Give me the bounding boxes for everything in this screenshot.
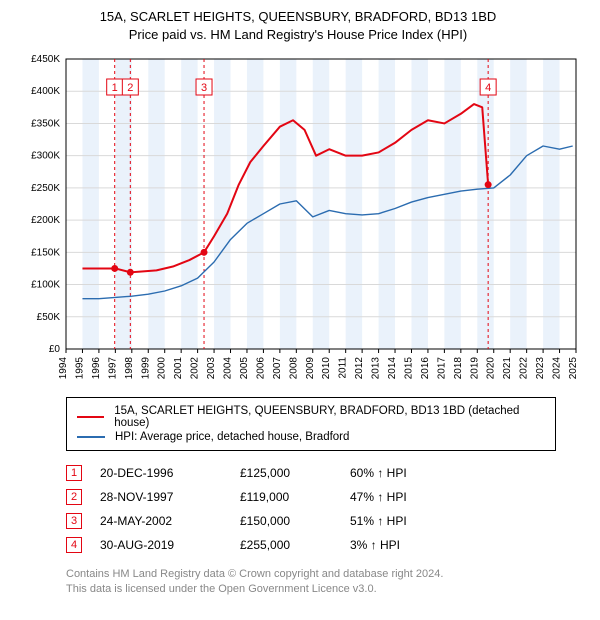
- sale-price: £150,000: [240, 514, 350, 528]
- svg-text:2004: 2004: [223, 357, 234, 380]
- svg-text:1999: 1999: [140, 357, 151, 380]
- sale-marker: 3: [66, 513, 82, 529]
- svg-text:1: 1: [112, 82, 118, 94]
- svg-text:1998: 1998: [124, 357, 135, 380]
- svg-text:2005: 2005: [239, 357, 250, 380]
- svg-text:£200K: £200K: [31, 215, 60, 226]
- svg-text:2002: 2002: [190, 357, 201, 380]
- svg-text:1997: 1997: [107, 357, 118, 380]
- svg-text:£0: £0: [49, 344, 61, 355]
- sale-date: 20-DEC-1996: [100, 466, 240, 480]
- svg-text:2008: 2008: [288, 357, 299, 380]
- svg-text:2021: 2021: [502, 357, 513, 380]
- sale-row: 2 28-NOV-1997£119,00047% ↑ HPI: [66, 485, 556, 509]
- sale-price: £255,000: [240, 538, 350, 552]
- svg-text:2022: 2022: [519, 357, 530, 380]
- svg-text:1996: 1996: [91, 357, 102, 380]
- title-block: 15A, SCARLET HEIGHTS, QUEENSBURY, BRADFO…: [6, 8, 590, 43]
- svg-text:1995: 1995: [74, 357, 85, 380]
- svg-text:2014: 2014: [387, 357, 398, 380]
- svg-text:2023: 2023: [535, 357, 546, 380]
- sale-marker: 4: [66, 537, 82, 553]
- svg-text:2019: 2019: [469, 357, 480, 380]
- sale-price: £119,000: [240, 490, 350, 504]
- sale-date: 30-AUG-2019: [100, 538, 240, 552]
- sale-row: 1 20-DEC-1996£125,00060% ↑ HPI: [66, 461, 556, 485]
- svg-text:2016: 2016: [420, 357, 431, 380]
- svg-text:4: 4: [485, 82, 491, 94]
- svg-text:£250K: £250K: [31, 183, 60, 194]
- chart: £0 £50K £100K £150K £200K £250K £300K £350K £400…: [6, 49, 590, 389]
- sale-pct: 3% ↑ HPI: [350, 538, 450, 552]
- svg-text:1994: 1994: [58, 357, 69, 380]
- svg-text:2011: 2011: [338, 357, 349, 379]
- svg-text:2013: 2013: [371, 357, 382, 380]
- sale-row: 4 30-AUG-2019£255,0003% ↑ HPI: [66, 533, 556, 557]
- sale-pct: 51% ↑ HPI: [350, 514, 450, 528]
- sale-marker: 1: [66, 465, 82, 481]
- svg-text:2018: 2018: [453, 357, 464, 380]
- svg-text:£400K: £400K: [31, 86, 60, 97]
- legend: 15A, SCARLET HEIGHTS, QUEENSBURY, BRADFO…: [66, 397, 556, 451]
- sale-table: 1 20-DEC-1996£125,00060% ↑ HPI 2 28-NOV-199…: [66, 461, 556, 557]
- sale-date: 28-NOV-1997: [100, 490, 240, 504]
- legend-swatch: [77, 436, 105, 438]
- svg-text:2020: 2020: [486, 357, 497, 380]
- footer-line: Contains HM Land Registry data © Crown c…: [66, 567, 556, 582]
- svg-text:£50K: £50K: [37, 312, 61, 323]
- sale-marker: 2: [66, 489, 82, 505]
- svg-text:2017: 2017: [436, 357, 447, 380]
- legend-label: HPI: Average price, detached house, Brad…: [115, 431, 349, 443]
- chart-container: 15A, SCARLET HEIGHTS, QUEENSBURY, BRADFO…: [0, 0, 600, 605]
- title-subtitle: Price paid vs. HM Land Registry's House …: [6, 26, 590, 44]
- svg-text:2001: 2001: [173, 357, 184, 380]
- chart-svg: £0 £50K £100K £150K £200K £250K £300K £350K £400…: [6, 49, 586, 389]
- svg-text:£150K: £150K: [31, 247, 60, 258]
- svg-text:2025: 2025: [568, 357, 579, 380]
- legend-item: 15A, SCARLET HEIGHTS, QUEENSBURY, BRADFO…: [77, 404, 545, 430]
- svg-text:2000: 2000: [157, 357, 168, 380]
- svg-text:£100K: £100K: [31, 280, 60, 291]
- svg-text:2010: 2010: [321, 357, 332, 380]
- svg-text:2006: 2006: [255, 357, 266, 380]
- sale-price: £125,000: [240, 466, 350, 480]
- sale-pct: 60% ↑ HPI: [350, 466, 450, 480]
- footer-note: Contains HM Land Registry data © Crown c…: [66, 567, 556, 597]
- svg-text:3: 3: [201, 82, 207, 94]
- svg-text:2003: 2003: [206, 357, 217, 380]
- title-address: 15A, SCARLET HEIGHTS, QUEENSBURY, BRADFO…: [6, 8, 590, 26]
- svg-text:2015: 2015: [403, 357, 414, 380]
- svg-text:£350K: £350K: [31, 119, 60, 130]
- legend-item: HPI: Average price, detached house, Brad…: [77, 430, 545, 444]
- svg-text:£450K: £450K: [31, 54, 60, 65]
- legend-swatch: [77, 416, 104, 418]
- svg-text:2009: 2009: [305, 357, 316, 380]
- sale-date: 24-MAY-2002: [100, 514, 240, 528]
- svg-text:2007: 2007: [272, 357, 283, 380]
- legend-label: 15A, SCARLET HEIGHTS, QUEENSBURY, BRADFO…: [114, 405, 545, 429]
- footer-line: This data is licensed under the Open Gov…: [66, 582, 556, 597]
- sale-pct: 47% ↑ HPI: [350, 490, 450, 504]
- svg-text:2024: 2024: [552, 357, 563, 380]
- svg-text:2012: 2012: [354, 357, 365, 380]
- svg-text:£300K: £300K: [31, 151, 60, 162]
- svg-text:2: 2: [127, 82, 133, 94]
- sale-row: 3 24-MAY-2002£150,00051% ↑ HPI: [66, 509, 556, 533]
